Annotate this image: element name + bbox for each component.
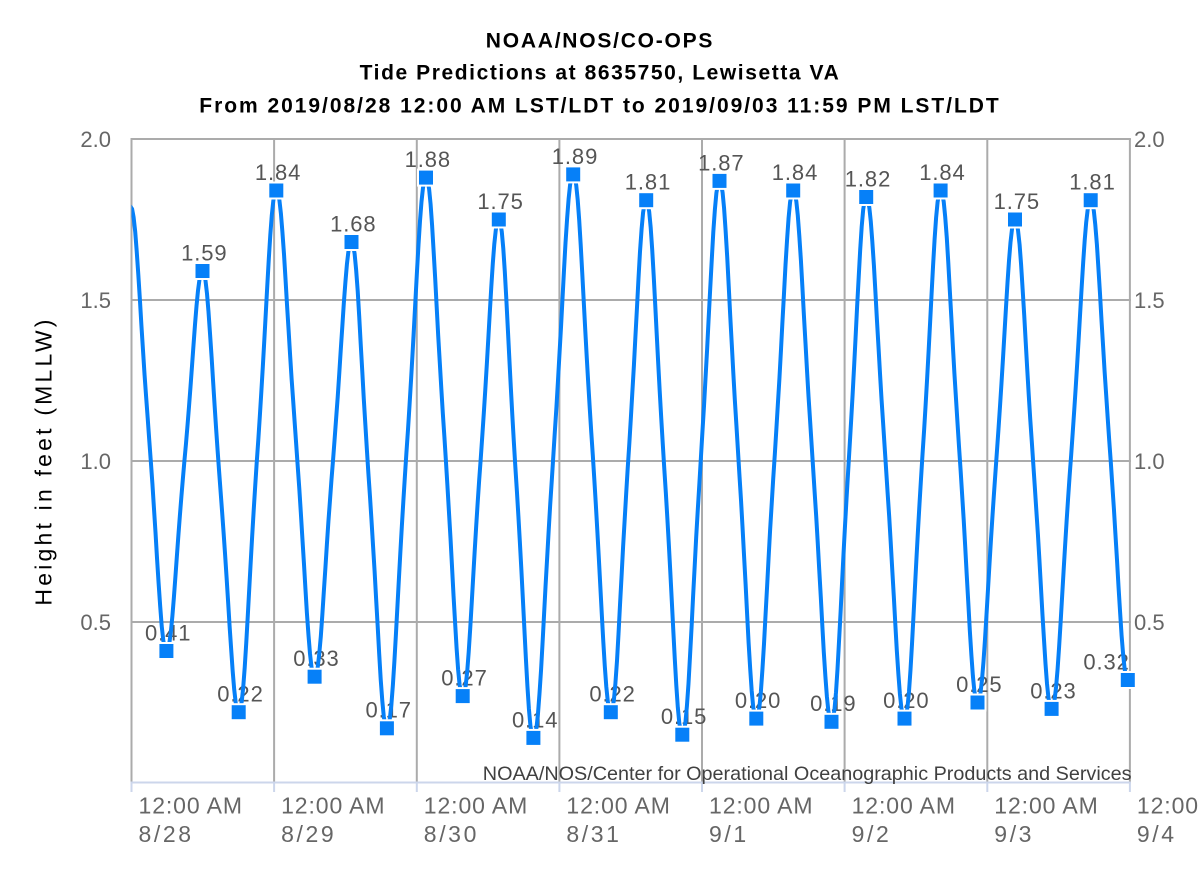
- svg-text:8/30: 8/30: [424, 821, 479, 847]
- svg-text:12:00 AM: 12:00 AM: [994, 792, 1098, 818]
- svg-text:1.75: 1.75: [994, 189, 1040, 214]
- svg-text:From 2019/08/28 12:00 AM LST/L: From 2019/08/28 12:00 AM LST/LDT to 2019…: [199, 94, 1000, 117]
- svg-text:12:00 AM: 12:00 AM: [566, 792, 670, 818]
- svg-text:NOAA/NOS/Center for Operationa: NOAA/NOS/Center for Operational Oceanogr…: [483, 763, 1132, 785]
- svg-text:9/3: 9/3: [994, 821, 1034, 847]
- svg-text:1.68: 1.68: [330, 211, 376, 236]
- svg-text:8/28: 8/28: [139, 821, 194, 847]
- svg-text:1.84: 1.84: [919, 160, 965, 185]
- svg-text:12:00 AM: 12:00 AM: [424, 792, 528, 818]
- svg-text:9/4: 9/4: [1137, 821, 1177, 847]
- svg-text:1.0: 1.0: [80, 449, 111, 474]
- svg-text:NOAA/NOS/CO-OPS: NOAA/NOS/CO-OPS: [486, 30, 714, 53]
- svg-text:8/31: 8/31: [566, 821, 621, 847]
- svg-text:2.0: 2.0: [80, 127, 111, 152]
- svg-text:12:00 AM: 12:00 AM: [852, 792, 956, 818]
- svg-text:1.5: 1.5: [1134, 288, 1165, 313]
- svg-text:1.87: 1.87: [698, 150, 744, 175]
- svg-text:0.5: 0.5: [80, 610, 111, 635]
- svg-text:9/2: 9/2: [852, 821, 892, 847]
- svg-text:9/1: 9/1: [709, 821, 749, 847]
- svg-text:Height in feet (MLLW): Height in feet (MLLW): [31, 316, 57, 605]
- svg-text:1.5: 1.5: [80, 288, 111, 313]
- svg-text:1.75: 1.75: [477, 189, 523, 214]
- svg-text:1.89: 1.89: [552, 144, 598, 169]
- svg-text:12:00 AM: 12:00 AM: [709, 792, 813, 818]
- svg-text:1.0: 1.0: [1134, 449, 1165, 474]
- svg-text:Tide Predictions at 8635750, L: Tide Predictions at 8635750, Lewisetta V…: [360, 61, 841, 84]
- svg-text:1.81: 1.81: [1069, 170, 1115, 195]
- svg-text:12:00 AM: 12:00 AM: [1137, 792, 1200, 818]
- svg-text:1.84: 1.84: [255, 160, 301, 185]
- svg-text:12:00 AM: 12:00 AM: [281, 792, 385, 818]
- svg-text:1.82: 1.82: [845, 166, 891, 191]
- svg-text:8/29: 8/29: [281, 821, 336, 847]
- svg-text:1.84: 1.84: [772, 160, 818, 185]
- svg-text:12:00 AM: 12:00 AM: [139, 792, 243, 818]
- svg-text:1.59: 1.59: [181, 240, 227, 265]
- svg-text:0.5: 0.5: [1134, 610, 1165, 635]
- svg-text:1.81: 1.81: [625, 170, 671, 195]
- svg-text:1.88: 1.88: [405, 147, 451, 172]
- svg-text:2.0: 2.0: [1134, 127, 1165, 152]
